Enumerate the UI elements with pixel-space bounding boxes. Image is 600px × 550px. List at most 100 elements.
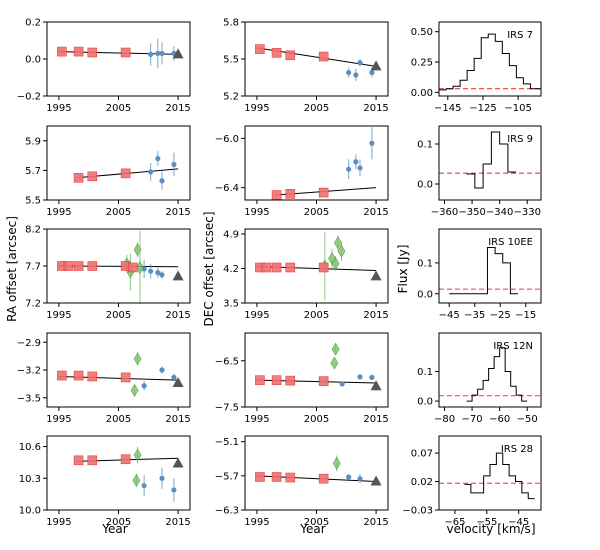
ytick-label: 0.1 [417, 140, 433, 151]
xtick-label: 2005 [106, 103, 131, 114]
red-square [285, 50, 296, 61]
xtick-label: 1995 [244, 207, 269, 218]
blue-point [369, 140, 375, 146]
triangle-marker [172, 376, 184, 387]
ytick-label: 5.5 [25, 196, 41, 207]
triangle-marker [370, 475, 382, 486]
xtick-label: −15 [515, 310, 536, 321]
blue-point [141, 483, 147, 489]
red-square [271, 472, 282, 482]
ytick-label: 4.9 [223, 229, 239, 240]
ytick-label: −3.5 [17, 393, 41, 404]
blue-point [155, 50, 161, 57]
ytick-label: −7.5 [215, 403, 239, 414]
axes-frame [244, 332, 389, 408]
object-label: IRS 10EE [488, 237, 533, 248]
blue-point [159, 178, 165, 184]
green-diamond [133, 352, 142, 366]
ytick-label: 5.7 [25, 166, 41, 177]
axes-frame [46, 21, 191, 97]
red-square [57, 370, 67, 381]
axes-frame [46, 332, 191, 408]
axes-frame [244, 435, 389, 511]
object-label: IRS 12N [493, 341, 533, 352]
blue-point [159, 475, 165, 481]
green-diamond [334, 236, 342, 250]
ytick-label: −2.9 [17, 338, 41, 349]
panel-spectrum-irs-28: −0.03 0.02 0.07 −65 −55 −45 IRS 28 [402, 435, 542, 528]
spectrum-step [466, 347, 528, 402]
ytick-label: 0.2 [25, 18, 41, 29]
blue-point [353, 72, 359, 78]
xtick-label: −80 [434, 414, 455, 425]
red-square [73, 46, 84, 57]
xtick-label: 2005 [106, 207, 131, 218]
xtick-label: −45 [439, 310, 460, 321]
ytick-label: 0.07 [411, 449, 433, 460]
xtick-label: 1995 [46, 207, 71, 218]
blue-point [346, 166, 352, 172]
xtick-label: 1995 [244, 517, 269, 528]
red-square [255, 44, 265, 54]
ytick-label: 5.9 [25, 136, 41, 147]
xtick-label: 2005 [106, 517, 131, 528]
ytick-label: 0.0 [417, 180, 433, 191]
axes-frame [46, 228, 191, 304]
spectrum-step [466, 131, 517, 189]
ytick-label: 7.2 [25, 299, 41, 310]
xtick-label: −360 [431, 207, 458, 218]
ytick-label: −5.1 [215, 437, 239, 448]
ytick-label: 0.02 [411, 477, 433, 488]
red-square [73, 261, 84, 271]
xtick-label: −105 [504, 103, 531, 114]
red-square [255, 472, 265, 482]
red-square [318, 187, 329, 198]
blue-point [148, 268, 154, 274]
ytick-label: 8.2 [25, 225, 41, 236]
red-square [87, 171, 98, 182]
axes-frame [46, 435, 191, 511]
ytick-label: −6.4 [215, 183, 239, 194]
red-square [271, 48, 282, 58]
panel-dec-irs-28: −5.1 −5.7 −6.3 1995 2005 2015 [215, 435, 389, 528]
triangle-marker [370, 60, 382, 71]
xtick-label: 1995 [46, 517, 71, 528]
red-square [87, 47, 98, 58]
blue-point [369, 69, 375, 76]
blue-point [353, 159, 359, 165]
xtick-label: −35 [464, 310, 485, 321]
blue-point [159, 367, 165, 373]
ytick-label: −6.3 [215, 506, 239, 517]
panel-ra-irs-12n: −2.9 −3.2 −3.5 1995 2005 2015 [17, 332, 191, 425]
axes-frame [244, 228, 389, 304]
red-square [285, 375, 296, 386]
xtick-label: 2015 [363, 310, 388, 321]
blue-point [339, 381, 345, 387]
dec-year-xlabel: Year [299, 522, 325, 536]
green-diamond [332, 456, 341, 470]
xtick-label: 1995 [244, 310, 269, 321]
triangle-marker [172, 270, 184, 281]
axes-frame [244, 125, 389, 201]
blue-point [148, 169, 154, 175]
red-square [87, 261, 98, 271]
green-diamond [328, 252, 336, 266]
xtick-label: 2005 [304, 414, 329, 425]
xtick-label: 2005 [106, 414, 131, 425]
xtick-label: −340 [486, 207, 513, 218]
xtick-label: −145 [434, 103, 461, 114]
red-square [285, 189, 296, 199]
xtick-label: 2015 [363, 103, 388, 114]
ytick-label: 0.50 [411, 27, 433, 38]
dec-ylabel: DEC offset [arcsec] [202, 212, 216, 327]
green-diamond [330, 356, 339, 370]
axes-frame [438, 125, 542, 201]
ytick-label: 0.1 [417, 258, 433, 269]
green-diamond [132, 473, 141, 487]
panel-ra-irs-7: −0.2 0.0 0.2 1995 2005 2015 [17, 18, 191, 115]
panel-ra-irs-10ee: 7.2 7.7 8.2 1995 2005 2015 [25, 225, 191, 322]
ytick-label: 0.1 [417, 367, 433, 378]
blue-point [357, 165, 363, 171]
blue-point [159, 50, 165, 57]
xtick-label: 1995 [46, 103, 71, 114]
